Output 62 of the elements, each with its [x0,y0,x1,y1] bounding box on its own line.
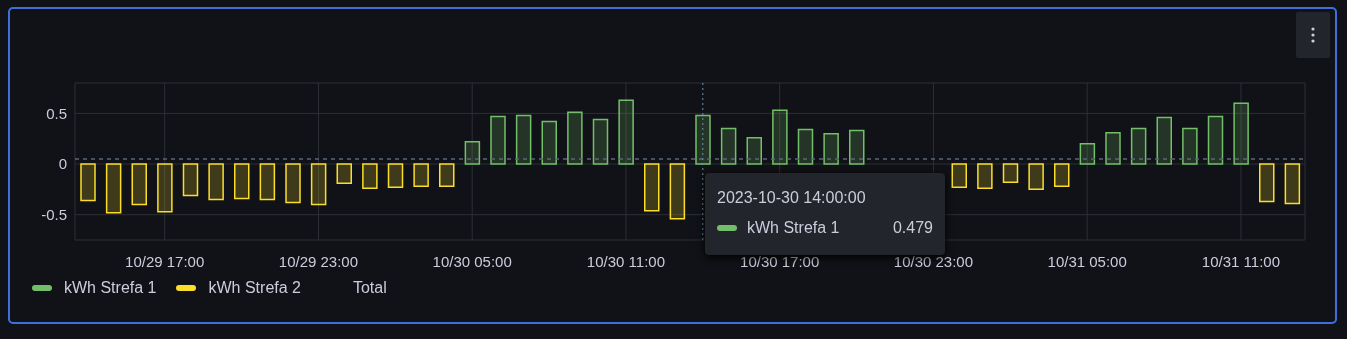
bar [515,114,532,165]
bar [387,163,404,189]
x-tick-label: 10/30 17:00 [740,252,820,270]
bar [208,163,224,201]
bar [1079,143,1096,165]
bar [80,163,96,202]
y-tick-label: 0.5 [46,104,67,122]
bar [131,163,147,206]
bar [490,115,506,165]
bar [797,128,814,165]
bar [849,129,865,165]
bar [285,163,301,204]
annotation: 0.479 [892,219,933,237]
bar [541,120,557,165]
text: kWh Strefa 1 [64,279,157,296]
y-tick-label: 0 [58,155,67,173]
bar [1233,102,1249,165]
bar [413,163,429,188]
x-tick-label: 10/29 17:00 [125,252,205,270]
bar [1130,127,1147,165]
bar [1002,163,1019,184]
text: Total [352,279,387,297]
bar [695,114,711,165]
bar [1182,127,1198,165]
bar [618,99,634,165]
bar [592,118,609,165]
bar [234,163,250,200]
bar [1054,163,1070,188]
bar [1259,163,1275,203]
annotation: 2023-10-30 14:00:00 [717,189,866,207]
x-tick-label: 10/30 23:00 [893,252,974,270]
bar [157,163,173,213]
bar [772,109,788,165]
x-tick-label: 10/30 05:00 [432,252,512,270]
bar [259,163,276,201]
bar [105,163,122,214]
bar [977,163,993,190]
bar [567,111,583,165]
legend-label: kWh Strefa 2 [208,279,301,297]
bar [1028,163,1044,191]
bar [1284,163,1301,205]
legend-label: kWh Strefa 1 [747,219,840,237]
bar [669,163,686,220]
bar [823,132,839,165]
bar [362,163,378,190]
x-tick-label: 10/31 11:00 [1201,252,1281,270]
bar [1105,131,1121,165]
x-tick-label: 10/30 11:00 [586,252,666,270]
bar [1207,115,1224,165]
bar [951,163,967,189]
bar [310,163,327,206]
x-tick-label: 10/29 23:00 [278,252,359,270]
bar [336,163,352,185]
bar [746,136,762,165]
bar [439,163,455,188]
bar [1156,116,1172,165]
y-tick-label: -0.5 [41,206,67,223]
bar [182,163,199,197]
bar [644,163,660,212]
x-tick-label: 10/31 05:00 [1047,252,1127,270]
bar [720,127,737,165]
bar [464,141,481,165]
